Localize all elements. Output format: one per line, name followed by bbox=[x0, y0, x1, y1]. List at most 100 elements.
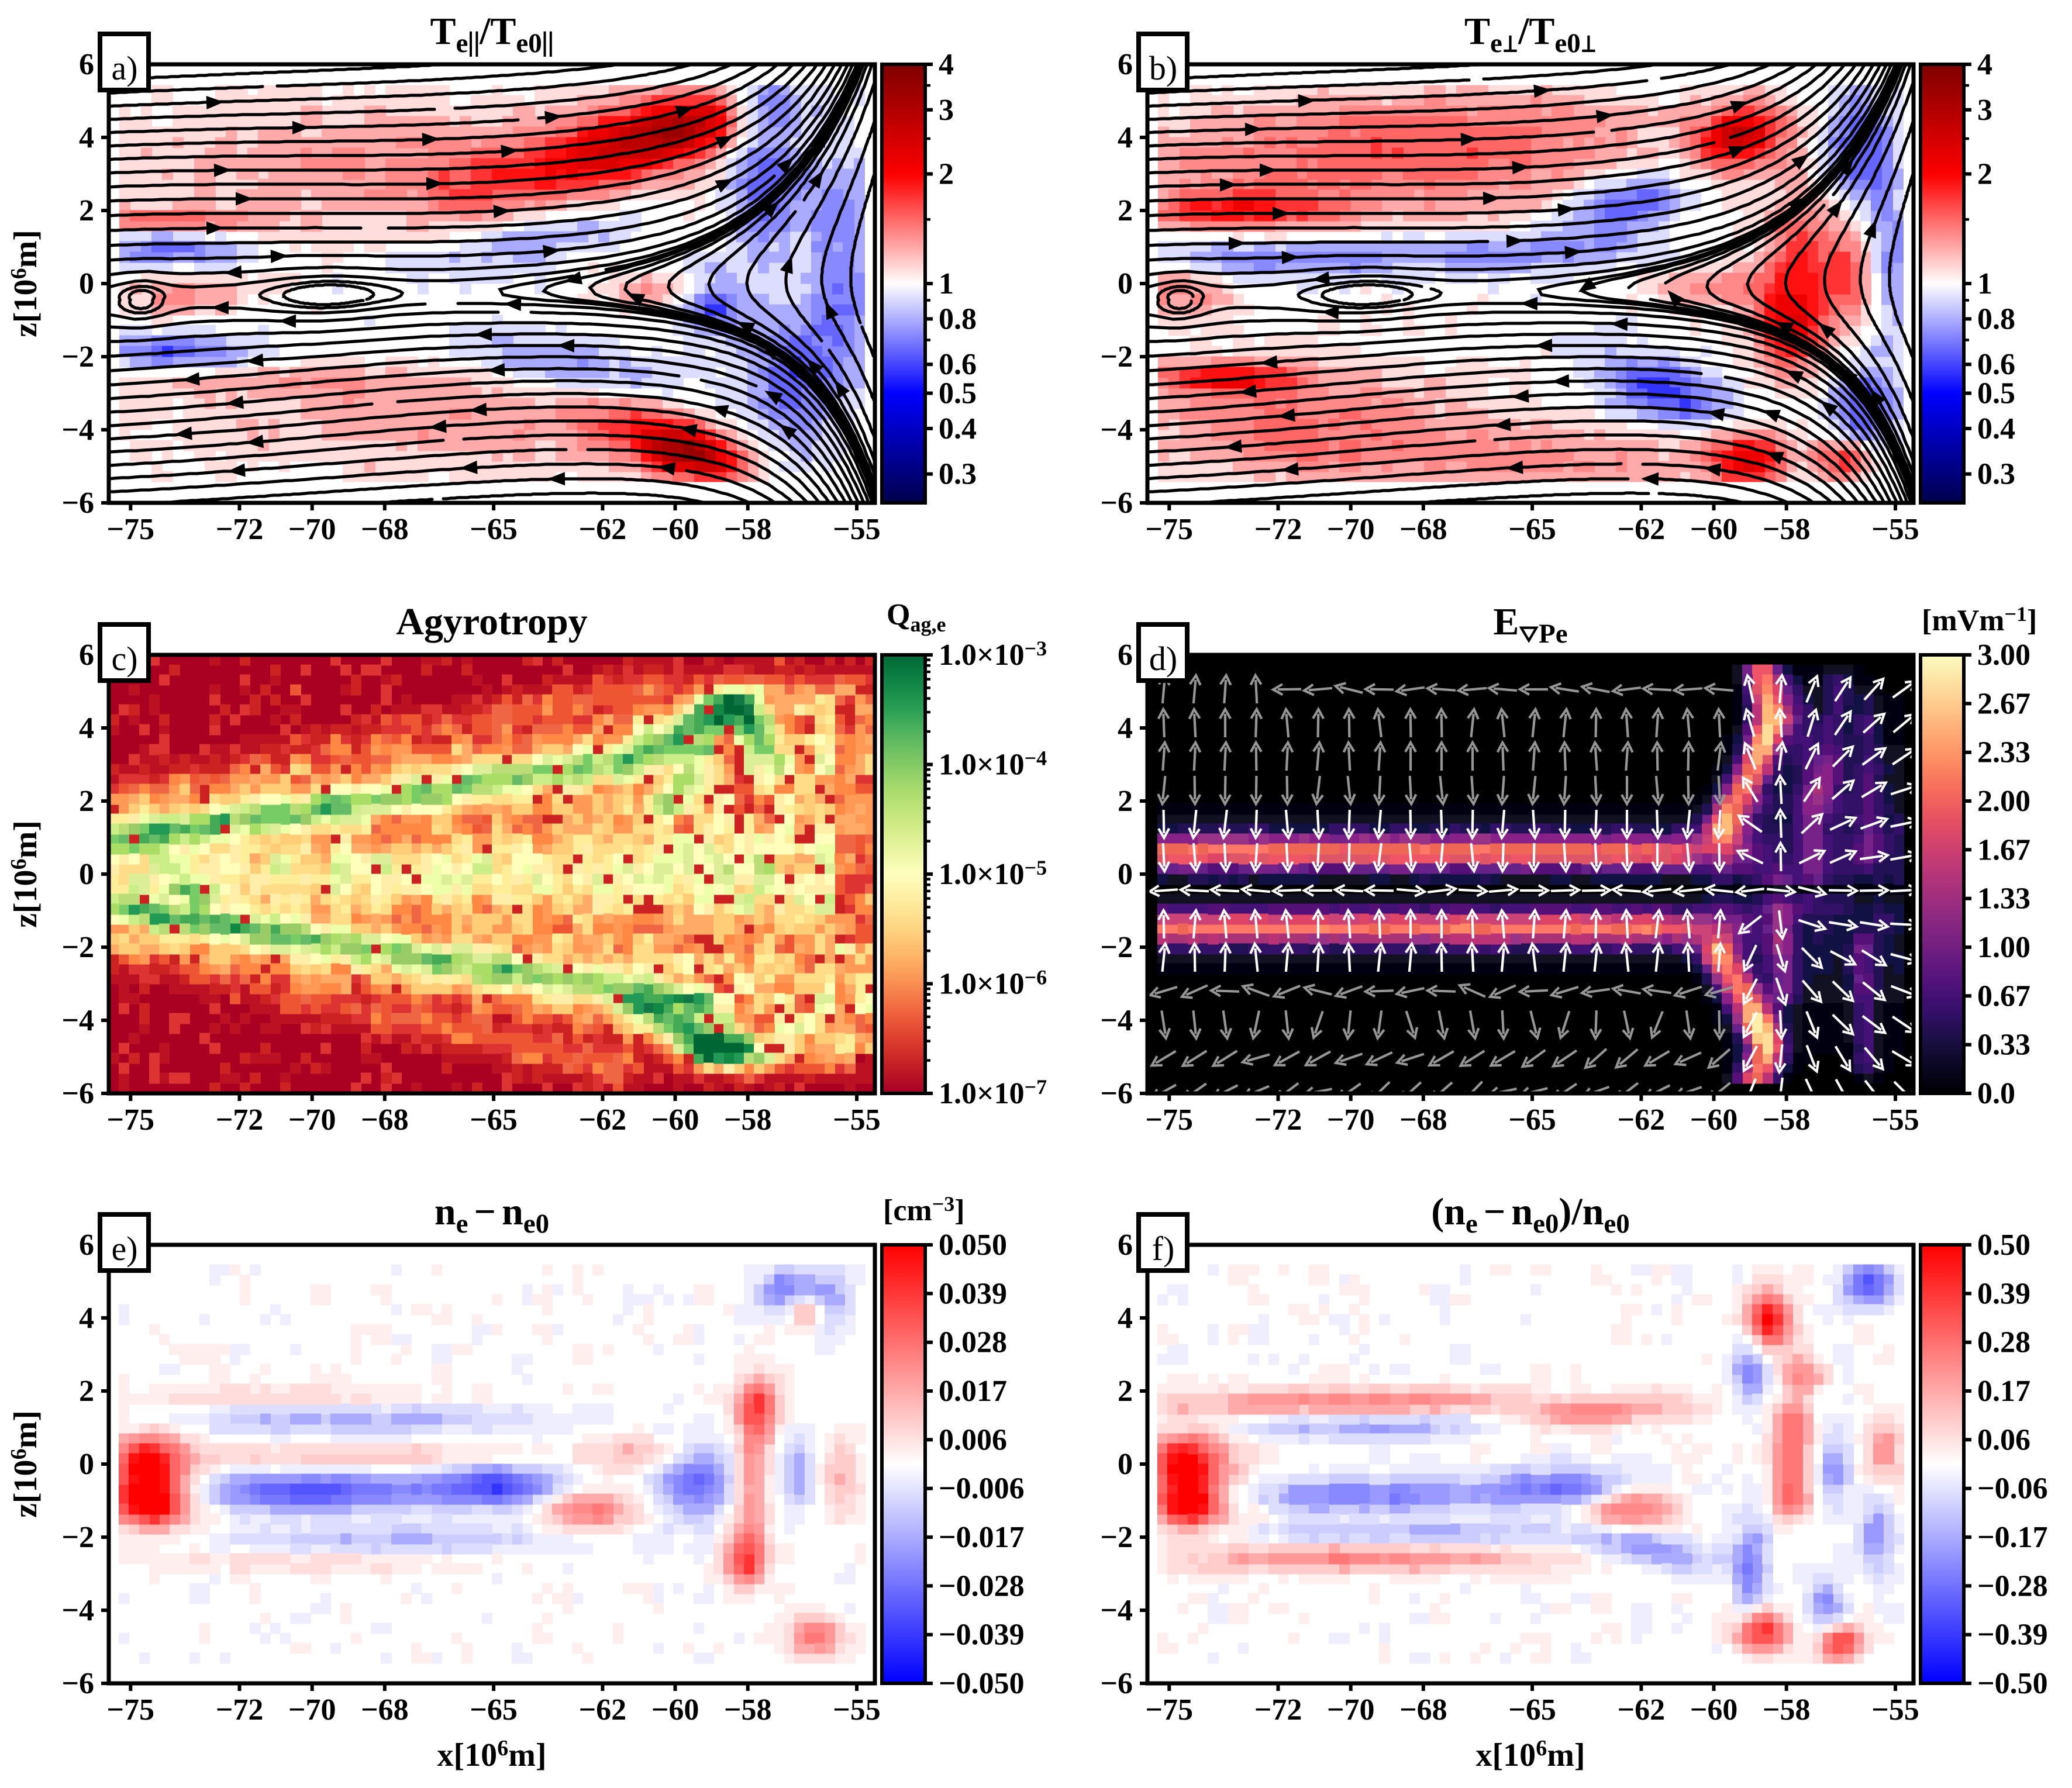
svg-text:−68: −68 bbox=[1399, 513, 1447, 546]
svg-text:2.33: 2.33 bbox=[1977, 736, 2030, 769]
svg-text:3: 3 bbox=[1977, 94, 1992, 127]
svg-text:−4: −4 bbox=[1100, 413, 1133, 447]
svg-text:0.006: 0.006 bbox=[939, 1423, 1007, 1456]
svg-text:−62: −62 bbox=[579, 1103, 627, 1137]
svg-text:−62: −62 bbox=[579, 513, 627, 546]
svg-text:0.050: 0.050 bbox=[939, 1228, 1007, 1262]
svg-text:−3: −3 bbox=[932, 1192, 955, 1216]
svg-text:−2: −2 bbox=[1100, 340, 1133, 374]
svg-text:×: × bbox=[977, 638, 994, 672]
svg-text:−4: −4 bbox=[1100, 1004, 1133, 1037]
svg-text:m]: m] bbox=[1547, 1737, 1585, 1773]
svg-text:2: 2 bbox=[79, 1375, 94, 1408]
svg-text:−58: −58 bbox=[724, 1693, 772, 1727]
svg-text:4: 4 bbox=[1118, 1302, 1133, 1335]
svg-text:0: 0 bbox=[79, 267, 94, 301]
svg-text:−62: −62 bbox=[579, 1693, 627, 1727]
svg-text:−68: −68 bbox=[361, 1693, 409, 1727]
svg-text:−70: −70 bbox=[1327, 1103, 1375, 1137]
svg-text:Q: Q bbox=[887, 598, 910, 631]
svg-text:−6: −6 bbox=[61, 1667, 94, 1700]
svg-text:−0.39: −0.39 bbox=[1977, 1618, 2048, 1652]
svg-text:−0.28: −0.28 bbox=[1977, 1569, 2048, 1603]
svg-text:−55: −55 bbox=[1871, 1103, 1919, 1137]
svg-text:−1: −1 bbox=[2005, 602, 2028, 626]
svg-text:3: 3 bbox=[939, 94, 954, 127]
svg-text:2: 2 bbox=[79, 194, 94, 227]
svg-text:−75: −75 bbox=[1145, 1103, 1193, 1137]
svg-text:0.039: 0.039 bbox=[939, 1277, 1007, 1310]
svg-text:2: 2 bbox=[1977, 158, 1992, 191]
svg-text:−75: −75 bbox=[106, 1693, 154, 1727]
svg-text:−75: −75 bbox=[106, 513, 154, 546]
svg-text:2: 2 bbox=[939, 158, 954, 191]
svg-text:6: 6 bbox=[79, 638, 94, 672]
svg-text:−72: −72 bbox=[216, 513, 264, 546]
svg-text:−6: −6 bbox=[1100, 1667, 1133, 1700]
svg-text:−2: −2 bbox=[61, 340, 94, 374]
svg-text:−60: −60 bbox=[651, 1103, 699, 1137]
svg-text:0.67: 0.67 bbox=[1977, 979, 2030, 1013]
svg-text:)/: )/ bbox=[1559, 1190, 1583, 1233]
svg-text:1.33: 1.33 bbox=[1977, 882, 2030, 916]
svg-text:x: x bbox=[437, 1737, 454, 1773]
svg-text:[10: [10 bbox=[8, 1459, 44, 1503]
svg-text:−55: −55 bbox=[833, 1693, 881, 1727]
svg-text:4: 4 bbox=[1118, 121, 1133, 154]
svg-text:d): d) bbox=[1149, 640, 1177, 678]
svg-text:n: n bbox=[435, 1190, 456, 1233]
svg-text:0.28: 0.28 bbox=[1977, 1326, 2030, 1359]
svg-text:−60: −60 bbox=[1690, 513, 1738, 546]
svg-text:0.17: 0.17 bbox=[1977, 1375, 2030, 1408]
svg-text:T: T bbox=[1464, 10, 1490, 53]
svg-text:−2: −2 bbox=[61, 1521, 94, 1554]
svg-text:1: 1 bbox=[1977, 267, 1992, 301]
svg-text:−68: −68 bbox=[1399, 1693, 1447, 1727]
svg-text:4: 4 bbox=[939, 48, 954, 81]
svg-text:0.8: 0.8 bbox=[939, 302, 977, 336]
svg-text:[10: [10 bbox=[1492, 1737, 1536, 1773]
svg-text:f): f) bbox=[1152, 1230, 1175, 1268]
svg-text:−6: −6 bbox=[1100, 486, 1133, 520]
svg-text:6: 6 bbox=[1118, 1228, 1133, 1262]
svg-text:−3: −3 bbox=[1025, 637, 1047, 660]
svg-text:b): b) bbox=[1149, 49, 1177, 87]
svg-text:−60: −60 bbox=[1690, 1693, 1738, 1727]
svg-text:6: 6 bbox=[6, 1448, 31, 1459]
svg-text:10: 10 bbox=[994, 748, 1025, 782]
svg-text:0.8: 0.8 bbox=[1977, 302, 2015, 336]
svg-text:0.6: 0.6 bbox=[939, 348, 977, 381]
svg-text:−55: −55 bbox=[1871, 513, 1919, 546]
svg-text:−60: −60 bbox=[651, 513, 699, 546]
svg-text:−68: −68 bbox=[1399, 1103, 1447, 1137]
svg-text:−72: −72 bbox=[216, 1693, 264, 1727]
svg-text:−4: −4 bbox=[61, 413, 94, 447]
svg-text:e0: e0 bbox=[1554, 28, 1580, 58]
svg-text:−55: −55 bbox=[1871, 1693, 1919, 1727]
svg-text:4: 4 bbox=[79, 121, 94, 154]
svg-text:2: 2 bbox=[1118, 194, 1133, 227]
svg-text:]: ] bbox=[954, 1194, 964, 1227]
svg-text:×: × bbox=[977, 968, 994, 1001]
svg-text:−0.006: −0.006 bbox=[939, 1472, 1025, 1506]
svg-text:n: n bbox=[1583, 1190, 1604, 1233]
svg-text:6: 6 bbox=[1118, 48, 1133, 81]
svg-text:[mVm: [mVm bbox=[1922, 604, 2005, 637]
svg-text:(: ( bbox=[1431, 1190, 1444, 1233]
svg-text:−75: −75 bbox=[106, 1103, 154, 1137]
svg-text:−58: −58 bbox=[1763, 1103, 1811, 1137]
svg-text:Pe: Pe bbox=[1539, 619, 1568, 649]
svg-text:2: 2 bbox=[1118, 785, 1133, 818]
svg-text:1.00: 1.00 bbox=[1977, 931, 2030, 964]
svg-text:T: T bbox=[430, 10, 456, 53]
svg-text:e: e bbox=[1466, 1209, 1478, 1239]
svg-text:−0.039: −0.039 bbox=[939, 1618, 1025, 1652]
svg-text:0.5: 0.5 bbox=[939, 377, 977, 410]
svg-text:−6: −6 bbox=[1100, 1077, 1133, 1110]
svg-text:[cm: [cm bbox=[883, 1194, 932, 1227]
svg-text:−7: −7 bbox=[1025, 1075, 1047, 1099]
svg-text:×: × bbox=[977, 1077, 994, 1110]
svg-text:−2: −2 bbox=[61, 931, 94, 964]
svg-text:−72: −72 bbox=[1254, 1693, 1302, 1727]
svg-text:0.39: 0.39 bbox=[1977, 1277, 2030, 1310]
